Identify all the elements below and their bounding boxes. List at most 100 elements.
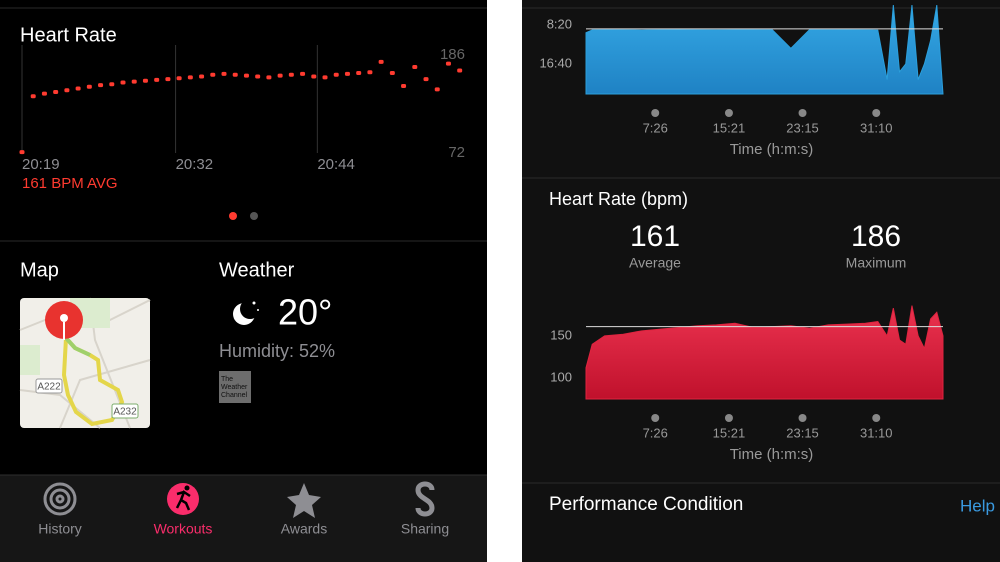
- tab-bar: [0, 475, 487, 562]
- y-tick-label: 16:40: [539, 55, 572, 70]
- history-icon[interactable]: [43, 482, 77, 516]
- data-point: [221, 71, 227, 76]
- data-point: [457, 68, 463, 73]
- x-tick-mark: [724, 109, 733, 117]
- x-tick-label: 23:15: [786, 120, 819, 135]
- data-point: [199, 74, 205, 79]
- awards-icon[interactable]: [287, 483, 321, 518]
- x-tick-label: 7:26: [643, 120, 668, 135]
- tab-label[interactable]: Sharing: [401, 521, 449, 537]
- area: [585, 305, 944, 400]
- chart-title: Heart Rate: [20, 24, 117, 46]
- x-tick-mark: [724, 414, 733, 422]
- x-tick-label: 15:21: [713, 120, 746, 135]
- data-point: [266, 75, 272, 80]
- data-point: [53, 89, 59, 94]
- data-point: [288, 72, 294, 77]
- weather-title: Weather: [219, 259, 295, 281]
- x-tick-mark: [798, 109, 807, 117]
- y-tick-label: 150: [550, 327, 572, 342]
- humidity: Humidity: 52%: [219, 341, 335, 361]
- x-tick-label: 15:21: [713, 425, 746, 440]
- data-point: [434, 87, 440, 92]
- y-tick-label: 8:20: [547, 16, 572, 31]
- tab-label[interactable]: History: [38, 521, 82, 537]
- data-point: [86, 84, 92, 89]
- temperature: 20°: [278, 292, 332, 333]
- map-title: Map: [20, 259, 59, 281]
- section-title: Performance Condition: [549, 494, 743, 515]
- road-label: A232: [113, 407, 137, 418]
- stat-label: Maximum: [846, 255, 907, 271]
- data-point: [378, 59, 384, 64]
- provider-text: The: [221, 376, 233, 383]
- x-tick-label: 20:32: [176, 156, 214, 173]
- data-point: [131, 79, 137, 84]
- chart-title: Heart Rate (bpm): [549, 189, 688, 209]
- data-point: [300, 71, 306, 76]
- moon-icon: [233, 299, 260, 325]
- x-tick-label: 23:15: [786, 425, 819, 440]
- data-point: [109, 82, 115, 87]
- x-tick-label: 7:26: [643, 425, 668, 440]
- data-point: [401, 83, 407, 88]
- data-point: [322, 75, 328, 80]
- map-thumbnail[interactable]: [19, 297, 151, 429]
- x-tick-mark: [872, 109, 881, 117]
- data-point: [232, 72, 238, 77]
- tab-label[interactable]: Workouts: [154, 521, 213, 537]
- provider-text: Weather: [221, 384, 248, 391]
- x-tick-label: 20:19: [22, 156, 60, 173]
- provider-text: Channel: [221, 392, 248, 399]
- data-point: [243, 73, 249, 78]
- x-tick-mark: [872, 414, 881, 422]
- page-dot[interactable]: [250, 212, 258, 220]
- stat-label: Average: [629, 255, 681, 271]
- road-label: A222: [37, 382, 61, 393]
- data-point: [98, 83, 104, 88]
- help-link[interactable]: Help: [960, 496, 995, 515]
- data-point: [277, 73, 283, 78]
- page-dot[interactable]: [229, 212, 237, 220]
- data-point: [19, 150, 25, 155]
- data-point: [356, 71, 362, 76]
- tab-label[interactable]: Awards: [281, 521, 327, 537]
- y-tick-label: 72: [448, 144, 465, 161]
- x-axis-label: Time (h:m:s): [730, 446, 814, 463]
- y-tick-label: 100: [550, 369, 572, 384]
- data-point: [210, 72, 216, 77]
- data-point: [255, 74, 261, 79]
- data-point: [367, 70, 373, 75]
- data-point: [75, 86, 81, 91]
- x-tick-label: 20:44: [317, 156, 355, 173]
- x-tick-mark: [651, 414, 660, 422]
- data-point: [389, 71, 395, 76]
- data-point: [187, 75, 193, 80]
- data-point: [445, 61, 451, 66]
- sharing-icon[interactable]: [415, 481, 435, 517]
- data-point: [30, 94, 36, 99]
- x-tick-mark: [651, 109, 660, 117]
- data-point: [64, 88, 70, 93]
- provider-logo: [219, 371, 251, 403]
- data-point: [165, 77, 171, 82]
- area: [585, 4, 944, 95]
- x-tick-label: 31:10: [860, 120, 893, 135]
- x-tick-label: 31:10: [860, 425, 893, 440]
- workouts-icon[interactable]: [167, 483, 199, 515]
- y-tick-label: 186: [440, 46, 465, 63]
- data-point: [311, 74, 317, 79]
- x-axis-label: Time (h:m:s): [730, 141, 814, 158]
- data-point: [344, 71, 350, 76]
- x-tick-mark: [798, 414, 807, 422]
- data-point: [41, 91, 47, 96]
- data-point: [423, 77, 429, 82]
- data-point: [154, 77, 160, 82]
- annotation: 161 BPM AVG: [22, 175, 118, 192]
- data-point: [412, 65, 418, 70]
- stat-value: 161: [630, 220, 680, 253]
- data-point: [176, 76, 182, 81]
- data-point: [333, 72, 339, 77]
